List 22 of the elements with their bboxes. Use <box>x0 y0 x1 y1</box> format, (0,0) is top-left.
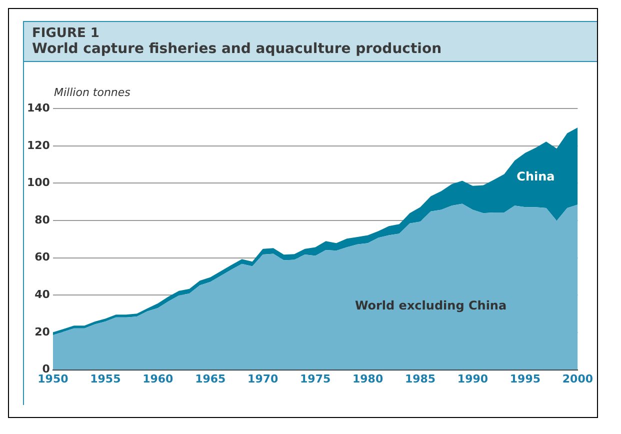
y-tick-label: 80 <box>34 213 50 226</box>
x-tick-label: 1970 <box>248 372 279 386</box>
x-tick-label: 1955 <box>90 372 121 386</box>
series-label: World excluding China <box>354 298 507 313</box>
x-tick-label: 2000 <box>562 372 594 386</box>
chart-title: FIGURE 1 <box>32 26 100 41</box>
series-label: China <box>516 170 555 184</box>
x-tick-label: 1995 <box>510 372 541 386</box>
x-tick-label: 1975 <box>300 372 331 386</box>
x-tick-label: 1965 <box>195 372 226 386</box>
y-tick-label: 120 <box>26 138 50 152</box>
y-axis-title: Million tonnes <box>54 86 132 99</box>
x-tick-label: 1960 <box>142 372 174 386</box>
chart-subtitle: World capture fisheries and aquaculture production <box>32 41 443 57</box>
y-tick-label: 140 <box>26 101 50 114</box>
y-tick-label: 40 <box>34 288 50 302</box>
x-tick-label: 1985 <box>404 372 436 386</box>
y-tick-label: 20 <box>34 325 50 338</box>
x-tick-label: 1980 <box>352 372 384 386</box>
y-tick-label: 60 <box>34 250 50 264</box>
y-tick-label: 100 <box>26 176 50 190</box>
x-tick-label: 1990 <box>457 372 488 386</box>
